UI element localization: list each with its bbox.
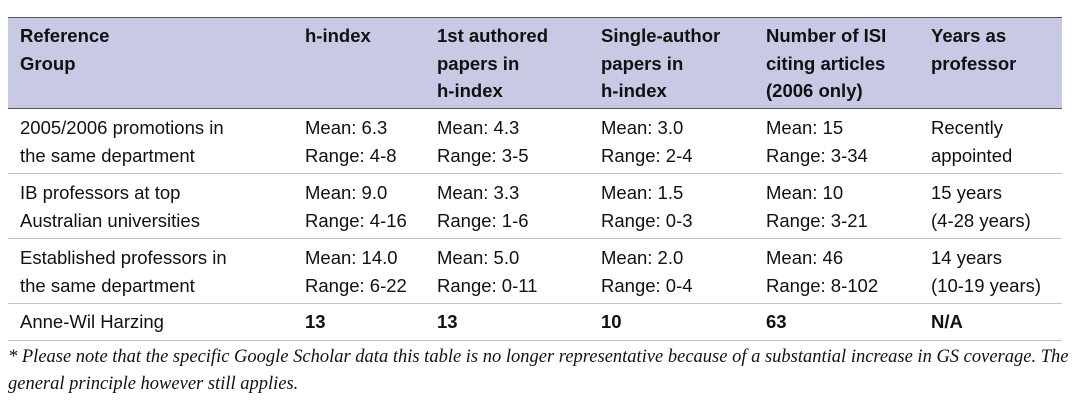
- cell-line: Mean: 6.3: [305, 117, 388, 138]
- cell-line: Mean: 4.3: [437, 117, 520, 138]
- cell-line: 1st authored: [437, 25, 549, 46]
- cell-line: Range: 2-4: [601, 144, 693, 166]
- table-cell: Recently appointed: [924, 109, 1062, 174]
- cell-line: Mean: 3.0: [601, 117, 684, 138]
- table-cell: Mean: 3.3 Range: 1-6: [430, 174, 594, 239]
- table-wrapper: Reference Group h-index 1st authored papers …: [8, 17, 1062, 341]
- cell-line: Recently: [931, 117, 1003, 138]
- table-cell: 63: [759, 304, 924, 341]
- table-cell: Mean: 3.0 Range: 2-4: [594, 109, 759, 174]
- table-cell: Anne-Wil Harzing: [8, 304, 298, 341]
- cell-line: the same department: [20, 274, 195, 296]
- cell-line: Range: 0-3: [601, 209, 693, 231]
- table-cell: Mean: 5.0 Range: 0-11: [430, 239, 594, 304]
- cell-line: Mean: 5.0: [437, 247, 520, 268]
- cell-line: papers in: [437, 52, 520, 74]
- cell-line: Years as: [931, 25, 1007, 46]
- table-cell: 14 years (10-19 years): [924, 239, 1062, 304]
- table-row: Established professors in the same depart…: [8, 239, 1062, 304]
- cell-line: h-index: [437, 80, 503, 101]
- cell-line: h-index: [305, 25, 371, 46]
- cell-line: 15 years: [931, 182, 1002, 203]
- table-cell: 13: [430, 304, 594, 341]
- cell-line: Australian universities: [20, 209, 200, 231]
- table-header: Reference Group h-index 1st authored papers …: [8, 17, 1062, 109]
- cell-line: Anne-Wil Harzing: [20, 311, 164, 332]
- cell-line: professor: [931, 52, 1017, 74]
- cell-line: Group: [20, 52, 76, 74]
- comparison-table: Reference Group h-index 1st authored papers …: [8, 17, 1062, 341]
- cell-line: h-index: [601, 80, 667, 101]
- cell-line: Range: 4-16: [305, 209, 407, 231]
- header-row: Reference Group h-index 1st authored papers …: [8, 17, 1062, 109]
- table-cell: Mean: 15 Range: 3-34: [759, 109, 924, 174]
- cell-line: Range: 0-11: [437, 274, 538, 296]
- cell-line: (10-19 years): [931, 274, 1042, 296]
- table-cell: Mean: 14.0 Range: 6-22: [298, 239, 430, 304]
- table-cell: Established professors in the same depart…: [8, 239, 298, 304]
- table-cell: IB professors at top Australian universit…: [8, 174, 298, 239]
- table-body: 2005/2006 promotions in the same departme…: [8, 109, 1062, 341]
- cell-line: Range: 3-21: [766, 209, 868, 231]
- cell-line: (4-28 years): [931, 209, 1031, 231]
- header-cell: Years as professor: [924, 18, 1062, 109]
- footnote: * Please note that the specific Google S…: [8, 347, 1069, 394]
- cell-line: Single-author: [601, 25, 721, 46]
- table-cell: Mean: 10 Range: 3-21: [759, 174, 924, 239]
- cell-line: Range: 6-22: [305, 274, 407, 296]
- table-cell: Mean: 1.5 Range: 0-3: [594, 174, 759, 239]
- header-cell: Single-author papers in h-index: [594, 18, 759, 109]
- table-cell: 13: [298, 304, 430, 341]
- cell-line: Reference: [20, 25, 110, 46]
- table-cell: 2005/2006 promotions in the same departme…: [8, 109, 298, 174]
- header-cell: h-index: [298, 18, 430, 109]
- cell-line: Mean: 15: [766, 117, 844, 138]
- cell-line: Mean: 1.5: [601, 182, 684, 203]
- cell-line: 14 years: [931, 247, 1002, 268]
- cell-line: Range: 0-4: [601, 274, 693, 296]
- table-cell: 10: [594, 304, 759, 341]
- cell-line: 13: [305, 311, 326, 332]
- cell-line: appointed: [931, 144, 1013, 166]
- cell-line: 63: [766, 311, 787, 332]
- table-row: 2005/2006 promotions in the same departme…: [8, 109, 1062, 174]
- header-cell: Number of ISI citing articles (2006 only): [759, 18, 924, 109]
- cell-line: Range: 3-5: [437, 144, 529, 166]
- table-cell: N/A: [924, 304, 1062, 341]
- cell-line: Mean: 46: [766, 247, 844, 268]
- table-cell: Mean: 9.0 Range: 4-16: [298, 174, 430, 239]
- cell-line: Range: 3-34: [766, 144, 868, 166]
- cell-line: Mean: 14.0: [305, 247, 398, 268]
- cell-line: IB professors at top: [20, 182, 181, 203]
- table-row: Anne-Wil Harzing 13 13 10 63 N/A: [8, 304, 1062, 341]
- cell-line: Mean: 3.3: [437, 182, 520, 203]
- header-cell: 1st authored papers in h-index: [430, 18, 594, 109]
- cell-line: Mean: 10: [766, 182, 844, 203]
- cell-line: the same department: [20, 144, 195, 166]
- table-cell: Mean: 2.0 Range: 0-4: [594, 239, 759, 304]
- cell-line: Mean: 9.0: [305, 182, 388, 203]
- cell-line: Range: 4-8: [305, 144, 397, 166]
- cell-line: (2006 only): [766, 80, 863, 101]
- cell-line: Established professors in: [20, 247, 227, 268]
- table-cell: Mean: 46 Range: 8-102: [759, 239, 924, 304]
- cell-line: Range: 1-6: [437, 209, 529, 231]
- cell-line: Number of ISI: [766, 25, 887, 46]
- table-cell: 15 years (4-28 years): [924, 174, 1062, 239]
- table-cell: Mean: 6.3 Range: 4-8: [298, 109, 430, 174]
- cell-line: Mean: 2.0: [601, 247, 684, 268]
- header-cell: Reference Group: [8, 18, 298, 109]
- cell-line: citing articles: [766, 52, 886, 74]
- cell-line: N/A: [931, 311, 963, 332]
- table-cell: Mean: 4.3 Range: 3-5: [430, 109, 594, 174]
- cell-line: 13: [437, 311, 458, 332]
- cell-line: papers in: [601, 52, 684, 74]
- cell-line: 10: [601, 311, 622, 332]
- table-row: IB professors at top Australian universit…: [8, 174, 1062, 239]
- cell-line: 2005/2006 promotions in: [20, 117, 224, 138]
- cell-line: Range: 8-102: [766, 274, 879, 296]
